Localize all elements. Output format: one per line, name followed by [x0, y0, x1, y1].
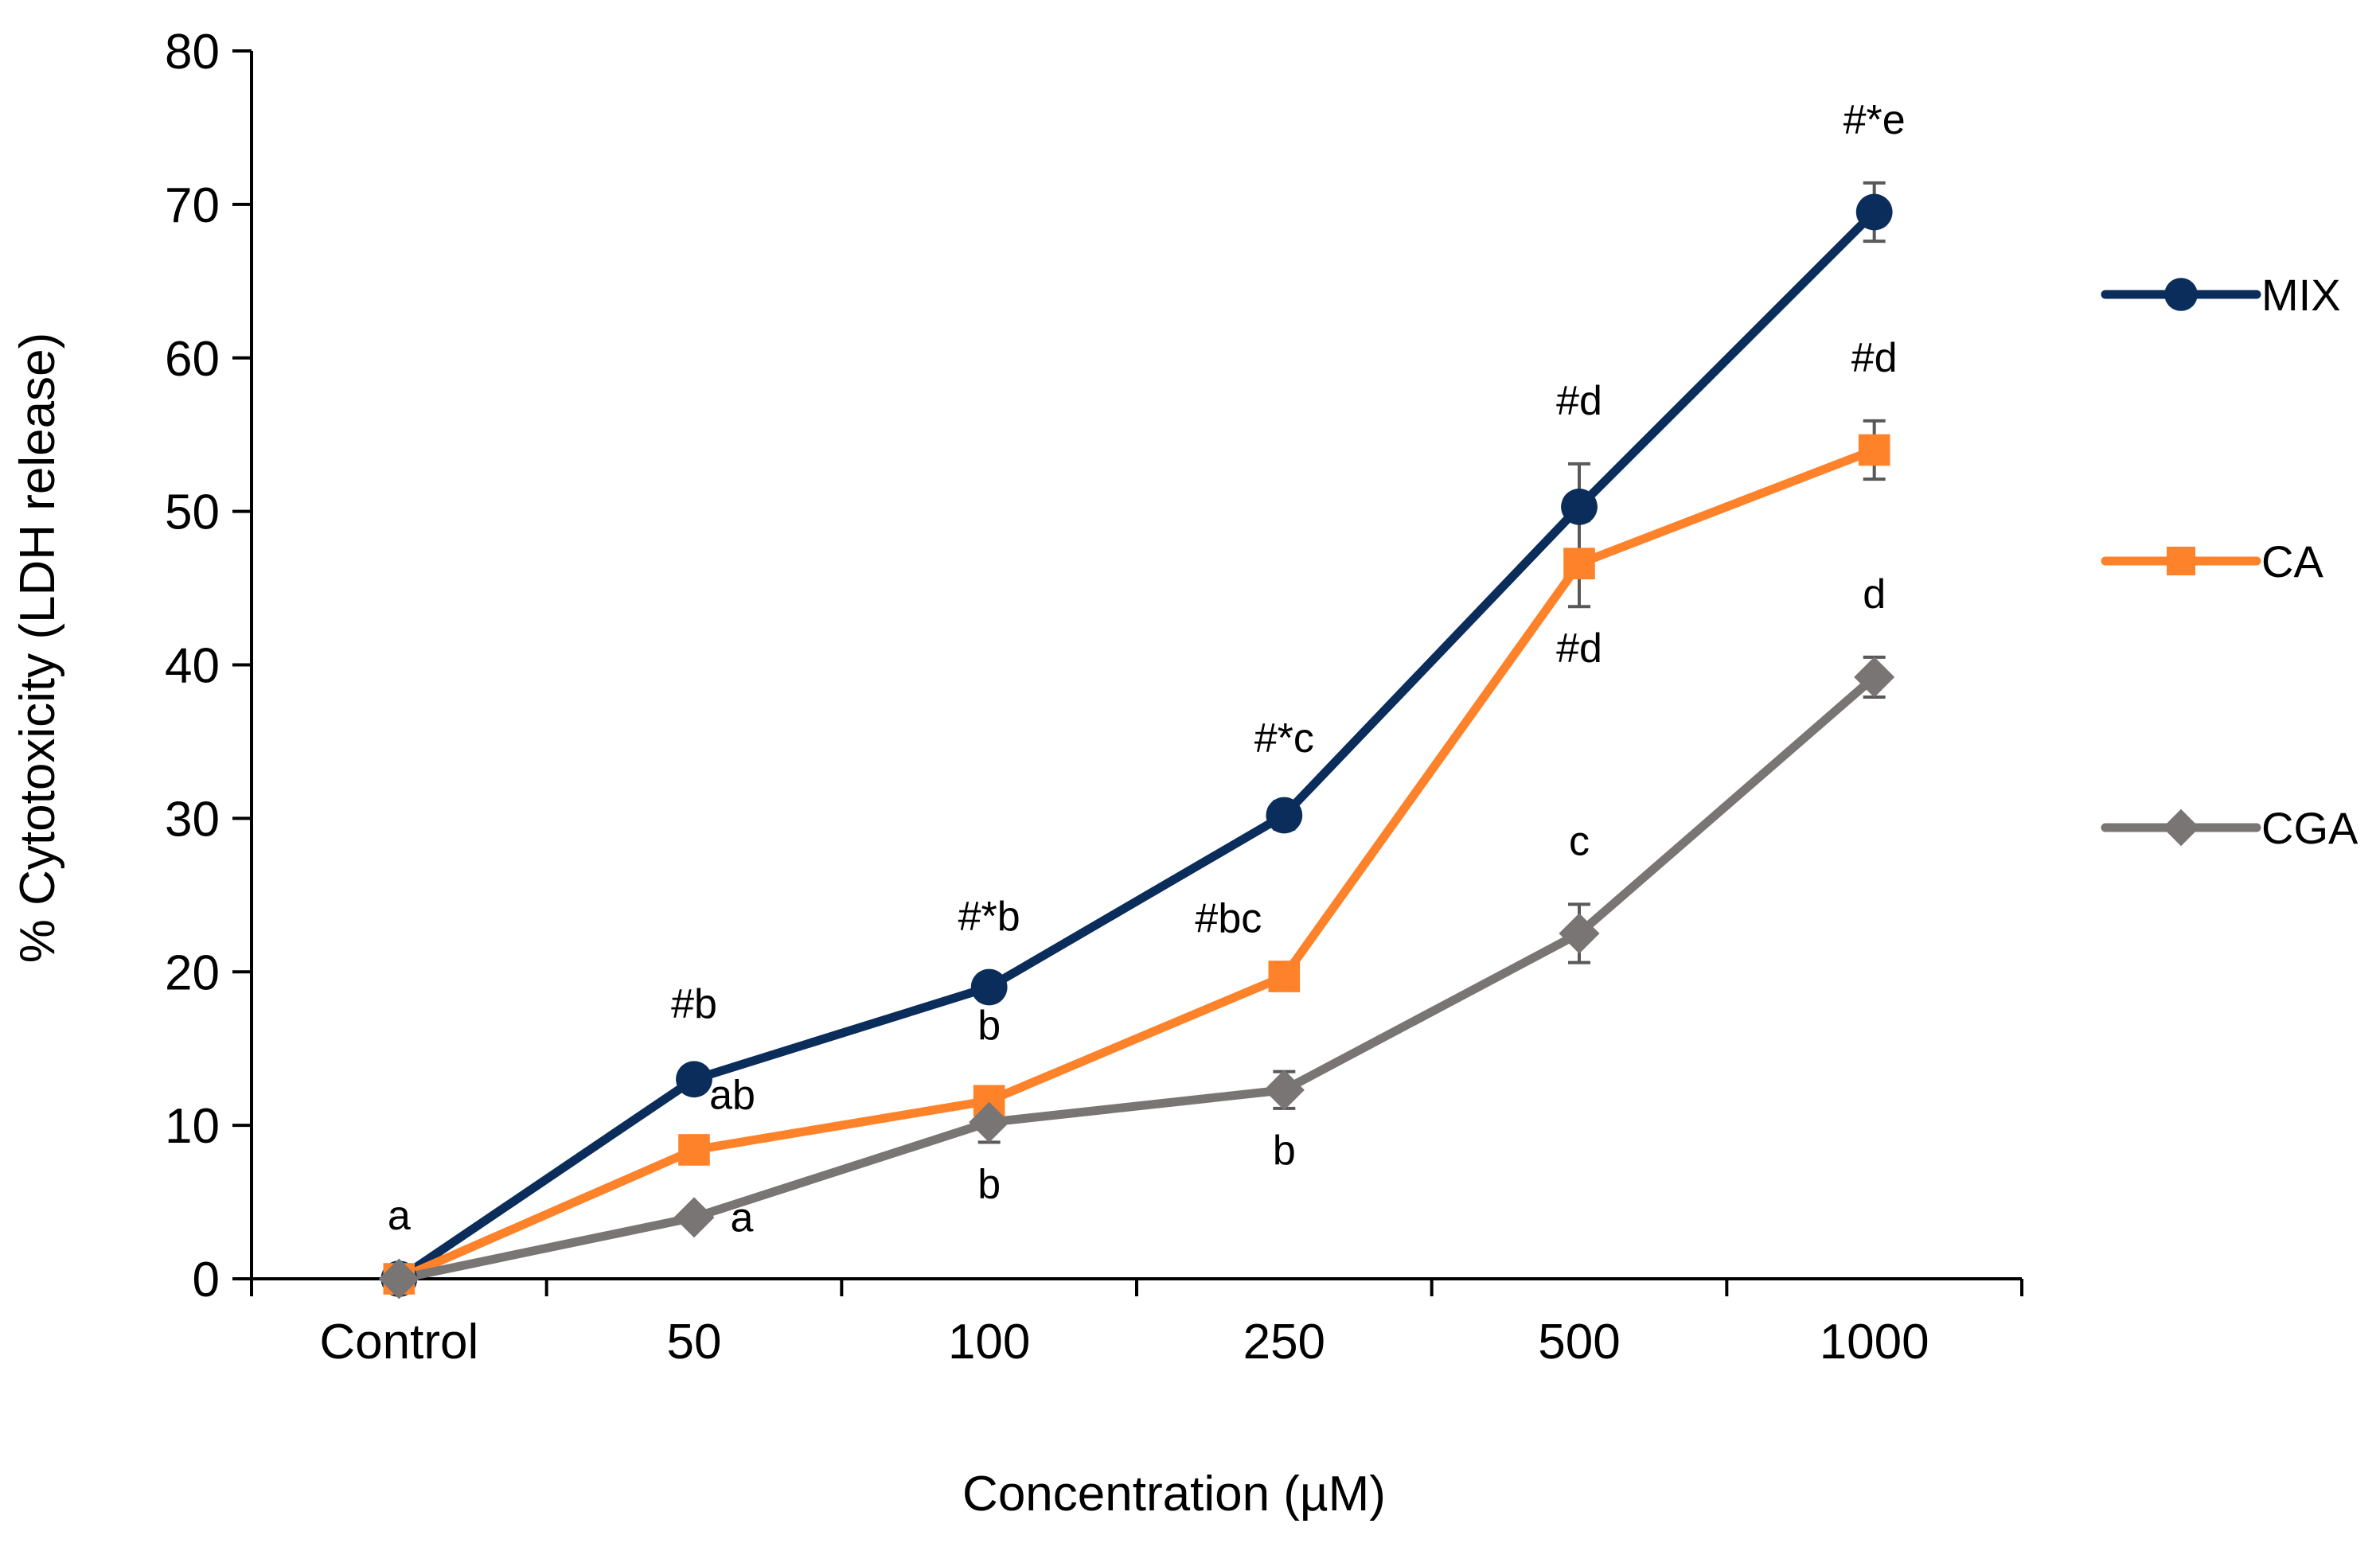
cga-point	[673, 1197, 715, 1238]
mix-annotation: #b	[671, 981, 717, 1027]
cga-annotation: a	[731, 1195, 754, 1241]
legend: MIX CA CGA	[2101, 270, 2359, 853]
y-tick-label: 10	[165, 1099, 220, 1154]
y-tick-label: 0	[193, 1253, 220, 1307]
y-tick-label: 80	[165, 25, 220, 80]
mix-point	[1561, 488, 1598, 525]
series-lines	[394, 208, 1879, 1284]
y-tick-label: 70	[165, 178, 220, 233]
ca-point	[1858, 434, 1890, 466]
mix-point	[1266, 797, 1303, 834]
mix-annotation: #*b	[958, 894, 1020, 940]
legend-cga-label: CGA	[2261, 803, 2359, 853]
cga-point	[378, 1258, 419, 1299]
ca-annotation: #bc	[1195, 896, 1262, 942]
cga-annotation: c	[1569, 818, 1590, 864]
mix-annotation: #*e	[1844, 97, 1906, 143]
mix-annotation: #d	[1556, 378, 1602, 424]
cga-point	[1263, 1070, 1305, 1111]
y-tick-label: 40	[165, 639, 220, 694]
ca-line	[394, 445, 1879, 1284]
x-tick-label: 500	[1538, 1315, 1620, 1370]
cga-point	[969, 1101, 1010, 1143]
x-axis-title: Concentration (µM)	[962, 1467, 1386, 1522]
y-axis-title: % Cytotoxicity (LDH release)	[10, 333, 65, 963]
legend-ca-label: CA	[2261, 536, 2323, 586]
cga-annotation: a	[388, 1193, 411, 1239]
y-tick-label: 30	[165, 792, 220, 847]
ca-annotation: ab	[709, 1072, 755, 1118]
y-tick-label: 20	[165, 945, 220, 1000]
cga-point	[1854, 657, 1895, 698]
mix-annotation: #*c	[1254, 715, 1314, 762]
ca-point	[678, 1134, 710, 1166]
axes: 0 10 20 30 40 50 60 70 80 Control 50 100 250 500 1000	[165, 25, 2023, 1370]
legend-mix-label: MIX	[2261, 270, 2341, 320]
error-bars	[683, 181, 1886, 1225]
x-tick-label: 250	[1243, 1315, 1325, 1370]
cga-point	[1559, 913, 1600, 954]
mix-point	[676, 1061, 712, 1098]
cga-annotation: b	[977, 1161, 1001, 1207]
legend-mix-swatch-marker	[2164, 278, 2198, 311]
y-tick-label: 50	[165, 485, 220, 540]
series-markers	[378, 193, 1895, 1299]
ca-annotation: #d	[1556, 625, 1602, 672]
cga-line	[394, 672, 1879, 1284]
mix-point	[1855, 193, 1893, 231]
x-tick-label: 50	[667, 1315, 722, 1370]
legend-ca-swatch-marker	[2167, 547, 2195, 575]
x-tick-label: Control	[319, 1315, 478, 1370]
ca-annotation: b	[977, 1003, 1001, 1049]
mix-line	[394, 208, 1879, 1284]
x-tick-label: 100	[948, 1315, 1030, 1370]
cga-annotation: b	[1273, 1128, 1296, 1174]
cga-annotation: d	[1863, 571, 1886, 618]
legend-cga-swatch-marker	[2162, 809, 2200, 847]
x-tick-label: 1000	[1820, 1315, 1929, 1370]
y-tick-label: 60	[165, 332, 220, 387]
mix-point	[970, 968, 1008, 1006]
ca-point	[1268, 960, 1301, 992]
ca-point	[1563, 547, 1595, 580]
ca-annotation: #d	[1851, 335, 1898, 381]
